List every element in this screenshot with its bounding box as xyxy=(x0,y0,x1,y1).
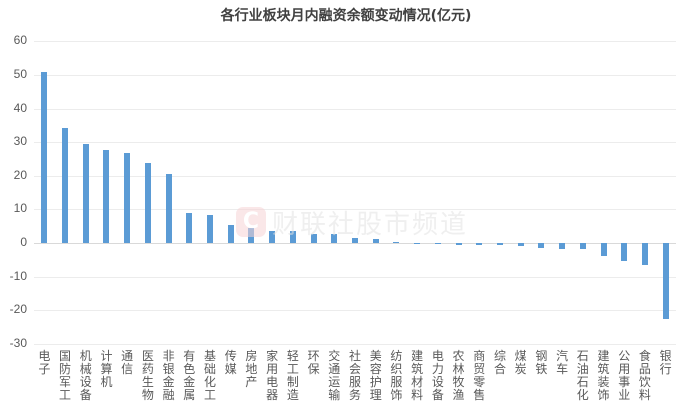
x-tick-label: 石油石化 xyxy=(576,349,589,402)
bar xyxy=(641,243,648,266)
x-tick-label: 非银金融 xyxy=(162,349,175,402)
x-tick-label: 商贸零售 xyxy=(473,349,486,402)
x-tick-label: 钢铁 xyxy=(535,349,548,376)
x-tick-label: 综合 xyxy=(493,349,506,376)
y-tick-label: 60 xyxy=(13,33,27,47)
bar xyxy=(414,242,421,244)
bar xyxy=(62,128,69,243)
bar xyxy=(662,243,669,320)
bar xyxy=(434,243,441,245)
y-tick-label: -20 xyxy=(9,302,27,316)
bar xyxy=(352,237,358,243)
x-tick-label: 美容护理 xyxy=(369,349,382,402)
gridline xyxy=(34,344,676,345)
bar xyxy=(124,153,131,243)
x-tick-label: 基础化工 xyxy=(204,349,217,402)
x-tick-label: 有色金属 xyxy=(183,349,196,402)
gridline xyxy=(34,209,676,210)
bar xyxy=(517,243,524,247)
gridline xyxy=(34,243,676,244)
bar xyxy=(600,243,607,256)
y-tick-label: 0 xyxy=(20,235,27,249)
bar xyxy=(207,215,214,243)
y-tick-label: 10 xyxy=(13,201,27,215)
x-tick-label: 电力设备 xyxy=(431,349,444,402)
x-tick-label: 家用电器 xyxy=(266,349,279,402)
y-tick-label: 50 xyxy=(13,67,27,81)
x-tick-label: 银行 xyxy=(659,349,672,376)
x-tick-label: 建筑材料 xyxy=(411,349,424,402)
x-tick-label: 公用事业 xyxy=(618,349,631,402)
bar xyxy=(144,162,151,243)
x-tick-label: 国防军工 xyxy=(59,349,72,402)
y-tick-label: 20 xyxy=(13,168,27,182)
bar xyxy=(186,213,193,243)
bar xyxy=(165,173,172,243)
bar xyxy=(41,71,48,243)
x-tick-label: 传媒 xyxy=(224,349,237,376)
bar xyxy=(496,243,503,246)
y-tick-label: -10 xyxy=(9,269,27,283)
bar xyxy=(538,243,545,249)
bar xyxy=(248,227,255,243)
x-tick-label: 煤炭 xyxy=(514,349,527,376)
x-tick-label: 交通运输 xyxy=(328,349,341,402)
bar xyxy=(269,230,276,243)
bar xyxy=(103,149,110,243)
x-tick-label: 纺织服饰 xyxy=(390,349,403,402)
x-tick-label: 汽车 xyxy=(556,349,569,376)
x-tick-label: 房地产 xyxy=(245,349,258,389)
gridline xyxy=(34,142,676,143)
x-tick-label: 医药生物 xyxy=(141,349,154,402)
x-tick-label: 电子 xyxy=(38,349,51,376)
bar xyxy=(310,233,317,243)
gridline xyxy=(34,277,676,278)
chart-title: 各行业板块月内融资余额变动情况(亿元) xyxy=(220,8,472,24)
gridline xyxy=(34,176,676,177)
gridline xyxy=(34,109,676,110)
x-tick-label: 社会服务 xyxy=(348,349,361,402)
gridline xyxy=(34,41,676,42)
y-tick-label: 40 xyxy=(13,101,27,115)
bar xyxy=(227,225,234,243)
x-tick-label: 轻工制造 xyxy=(286,349,299,402)
bar xyxy=(372,238,379,243)
x-tick-label: 机械设备 xyxy=(79,349,92,402)
x-tick-label: 通信 xyxy=(121,349,134,376)
bar xyxy=(559,243,566,249)
bar xyxy=(579,243,586,250)
x-tick-label: 计算机 xyxy=(100,349,113,389)
bar xyxy=(455,243,462,245)
y-tick-label: -30 xyxy=(9,336,27,350)
bar xyxy=(82,143,89,243)
x-tick-label: 建筑装饰 xyxy=(597,349,610,402)
bar xyxy=(331,234,338,243)
bar xyxy=(289,230,296,243)
gridline xyxy=(34,75,676,76)
gridline xyxy=(34,310,676,311)
y-tick-label: 30 xyxy=(13,134,27,148)
bar xyxy=(476,243,483,246)
x-tick-label: 农林牧渔 xyxy=(452,349,465,402)
x-tick-label: 环保 xyxy=(307,349,320,376)
x-tick-label: 食品饮料 xyxy=(638,349,651,402)
bar xyxy=(393,241,400,243)
bar xyxy=(621,243,628,262)
